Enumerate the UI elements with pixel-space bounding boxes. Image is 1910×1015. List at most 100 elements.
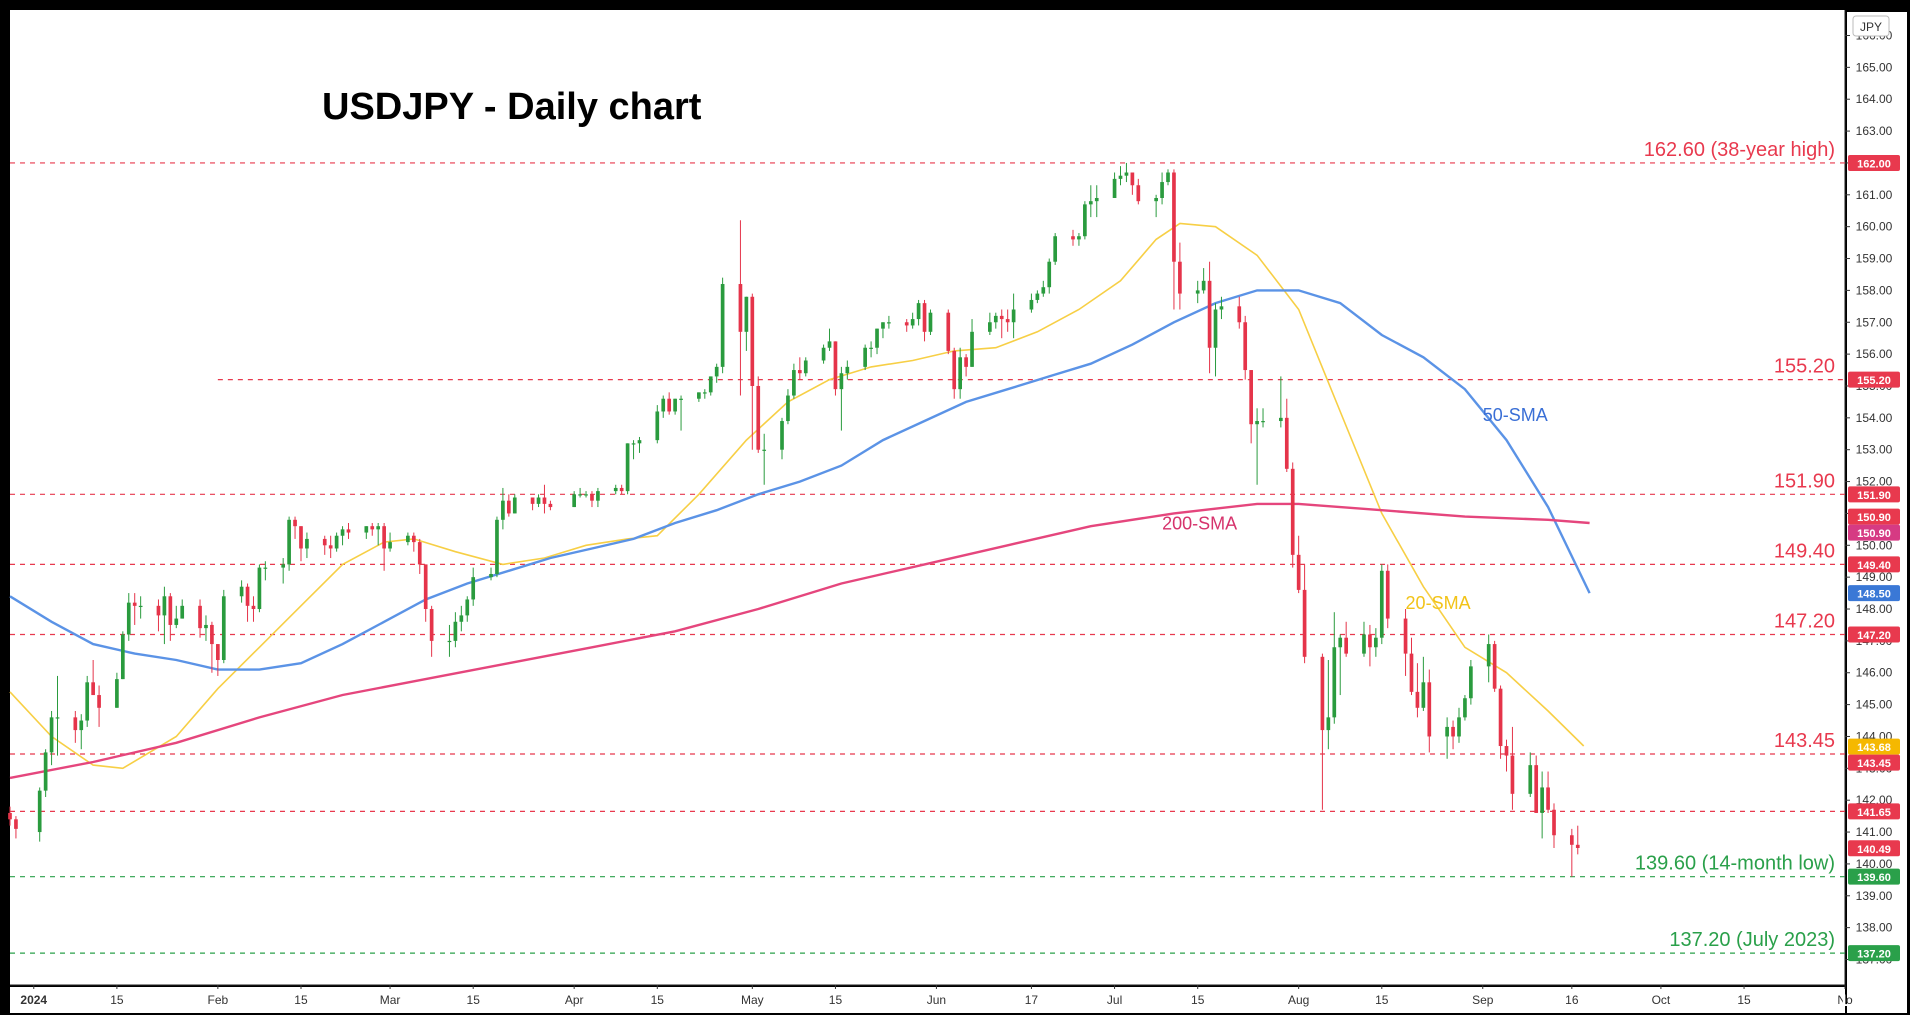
candle-body — [97, 695, 101, 708]
candle-body — [287, 519, 291, 565]
candle — [512, 494, 517, 514]
candle-body — [792, 370, 796, 396]
candle — [1575, 825, 1580, 855]
candle-body — [1403, 618, 1408, 654]
candle — [1534, 755, 1539, 813]
candle — [1379, 564, 1384, 645]
y-tick-label: 138.00 — [1856, 921, 1893, 935]
price-badge-label: 150.90 — [1857, 528, 1891, 540]
candle — [1053, 233, 1058, 265]
candle — [216, 644, 220, 676]
candle — [1195, 280, 1200, 304]
candle-body — [958, 357, 963, 390]
candle — [1469, 660, 1473, 705]
candle — [1332, 612, 1337, 724]
candle — [293, 516, 297, 539]
price-badge — [1848, 508, 1900, 525]
candle-body — [471, 577, 476, 600]
price-badge-label: 143.68 — [1857, 742, 1891, 754]
candle-body — [970, 331, 974, 367]
candle-body — [1534, 765, 1539, 813]
candle-body — [821, 347, 826, 361]
candle-body — [756, 385, 761, 450]
candle — [1130, 172, 1135, 195]
candle — [1136, 178, 1141, 205]
candle-body — [530, 497, 535, 504]
candle-body — [1338, 637, 1343, 648]
candle — [489, 567, 493, 581]
candle — [1083, 201, 1087, 240]
lseg-logo: LSEG — [1807, 991, 1892, 1011]
price-badge-label: 155.20 — [1857, 375, 1891, 387]
candle — [970, 319, 974, 367]
candle — [714, 363, 719, 383]
y-tick-label: 152.00 — [1856, 475, 1893, 489]
candle — [1338, 634, 1343, 696]
candle — [1320, 653, 1325, 810]
candle — [97, 685, 101, 727]
candle-body — [495, 519, 499, 574]
candle — [79, 714, 84, 750]
candle-body — [572, 494, 576, 508]
x-tick-label: 15 — [110, 993, 124, 1007]
candle — [946, 309, 951, 355]
candle-body — [1154, 197, 1158, 202]
candle-body — [673, 398, 677, 412]
candle — [1326, 660, 1331, 750]
candle-body — [1166, 172, 1170, 183]
candle — [411, 532, 416, 552]
candle — [548, 500, 553, 511]
candle — [1047, 258, 1052, 294]
candle — [406, 532, 410, 546]
candle-body — [376, 526, 381, 530]
candle-body — [210, 624, 214, 645]
price-badge-label: 147.20 — [1857, 630, 1891, 642]
price-badge-label: 150.90 — [1857, 512, 1891, 524]
candle — [1546, 771, 1550, 813]
candle — [388, 532, 392, 552]
candle-body — [1320, 656, 1325, 731]
candle — [702, 389, 707, 399]
candle — [744, 296, 749, 351]
candle — [619, 484, 624, 495]
candle — [126, 593, 131, 641]
candle-body — [833, 341, 838, 390]
price-badge-label: 137.20 — [1857, 949, 1891, 961]
candle-body — [299, 526, 303, 549]
price-badge — [1848, 556, 1900, 573]
level-label: 137.20 (July 2023) — [1669, 929, 1835, 951]
candle — [821, 344, 826, 364]
candle-body — [1178, 261, 1182, 294]
candle — [85, 675, 90, 727]
x-tick-label: Feb — [208, 993, 229, 1007]
price-badges: 162.00 155.20 151.90 150.90 150.90 149.40 148.… — [1848, 154, 1900, 962]
candle-body — [382, 526, 386, 549]
candle-body — [1290, 468, 1295, 555]
price-badge — [1848, 371, 1900, 388]
candle — [578, 487, 582, 498]
candle-body — [162, 596, 167, 616]
candle — [1403, 609, 1408, 676]
y-tick-label: 141.00 — [1856, 825, 1893, 839]
candle-body — [875, 328, 879, 348]
candle — [120, 631, 125, 680]
price-badge — [1848, 486, 1900, 503]
sma-label: 200-SMA — [1162, 513, 1237, 533]
price-badge — [1848, 840, 1900, 857]
x-tick-label: Apr — [565, 993, 584, 1007]
candle-body — [180, 605, 185, 619]
candle-body — [999, 315, 1004, 320]
candle-body — [49, 717, 54, 753]
candle — [174, 605, 179, 629]
candle — [756, 376, 761, 453]
price-badge — [1848, 154, 1900, 171]
candle-body — [453, 621, 458, 641]
candle-body — [364, 526, 369, 533]
candle-body — [881, 322, 885, 329]
candle-body — [1504, 746, 1509, 756]
candle-body — [1368, 634, 1372, 648]
candle — [536, 494, 541, 508]
candle-body — [417, 542, 422, 565]
